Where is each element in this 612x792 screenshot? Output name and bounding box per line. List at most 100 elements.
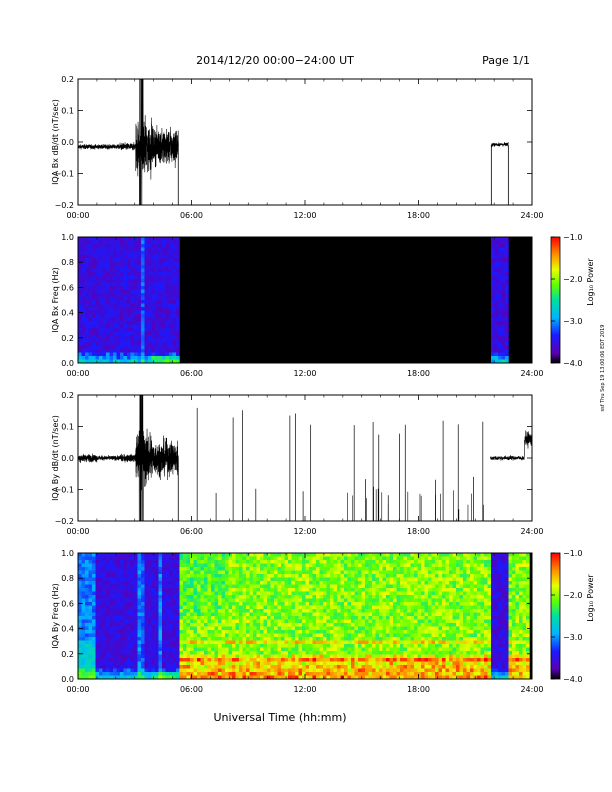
spectrogram-cell — [305, 574, 310, 578]
spectrogram-cell — [403, 577, 408, 582]
spectrogram-cell — [239, 616, 243, 620]
spectrogram-cell — [78, 303, 82, 308]
spectrogram-cell — [501, 237, 506, 241]
spectrogram-cell — [410, 651, 415, 655]
spectrogram-cell — [85, 609, 89, 613]
spectrogram-cell — [323, 567, 327, 571]
spectrogram-cell — [323, 577, 327, 582]
spectrogram-cell — [144, 282, 149, 287]
spectrogram-cell — [312, 661, 317, 666]
spectrogram-cell — [183, 591, 187, 596]
spectrogram-cell — [120, 258, 124, 262]
spectrogram-cell — [319, 623, 324, 627]
spectrogram-cell — [414, 591, 418, 596]
spectrogram-cell — [169, 352, 173, 357]
spectrogram-cell — [169, 654, 173, 659]
spectrogram-cell — [102, 563, 107, 568]
spectrogram-cell — [400, 567, 404, 571]
spectrogram-cell — [354, 616, 359, 620]
spectrogram-cell — [183, 556, 187, 561]
spectrogram-cell — [284, 563, 289, 568]
spectrogram-cell — [319, 626, 324, 631]
spectrogram-cell — [162, 560, 166, 564]
spectrogram-cell — [288, 661, 292, 666]
spectrogram-cell — [347, 570, 352, 575]
spectrogram-cell — [505, 359, 509, 364]
spectrogram-cell — [386, 563, 390, 568]
spectrogram-cell — [204, 644, 208, 648]
spectrogram-cell — [130, 331, 135, 336]
spectrogram-cell — [197, 658, 201, 662]
spectrogram-cell — [333, 623, 338, 627]
spectrogram-cell — [106, 359, 110, 364]
spectrogram-cell — [235, 640, 240, 645]
spectrogram-cell — [358, 633, 362, 638]
spectrogram-cell — [393, 574, 397, 578]
spectrogram-cell — [239, 668, 243, 673]
spectrogram-cell — [95, 352, 100, 357]
spectrogram-cell — [127, 247, 131, 252]
spectrogram-cell — [158, 335, 163, 339]
spectrogram-cell — [393, 581, 397, 585]
spectrogram-cell — [389, 640, 394, 645]
spectrogram-cell — [85, 310, 89, 315]
spectrogram-cell — [396, 595, 401, 599]
spectrogram-cell — [169, 328, 173, 332]
spectrogram-cell — [501, 307, 506, 311]
spectrogram-cell — [277, 595, 282, 599]
spectrogram-cell — [298, 616, 303, 620]
spectrogram-cell — [95, 342, 100, 346]
spectrogram-cell — [337, 584, 341, 589]
spectrogram-cell — [386, 651, 390, 655]
spectrogram-cell — [291, 661, 296, 666]
spectrogram-cell — [123, 556, 128, 561]
spectrogram-cell — [305, 647, 310, 652]
y-tick-label: 0.6 — [61, 283, 74, 292]
spectrogram-cell — [92, 303, 96, 308]
spectrogram-cell — [239, 581, 243, 585]
spectrogram-cell — [81, 275, 86, 280]
spectrogram-cell — [228, 584, 233, 589]
spectrogram-cell — [106, 654, 110, 659]
spectrogram-cell — [151, 563, 156, 568]
spectrogram-cell — [305, 651, 310, 655]
spectrogram-cell — [176, 310, 180, 315]
spectrogram-cell — [491, 251, 495, 255]
spectrogram-cell — [141, 328, 145, 332]
spectrogram-cell — [291, 574, 296, 578]
spectrogram-cell — [491, 310, 495, 315]
spectrogram-cell — [123, 335, 128, 339]
spectrogram-cell — [340, 658, 345, 662]
spectrogram-cell — [375, 675, 380, 680]
spectrogram-cell — [260, 556, 264, 561]
spectrogram-cell — [263, 647, 268, 652]
spectrogram-cell — [305, 598, 310, 603]
spectrogram-cell — [372, 605, 376, 610]
spectrogram-cell — [204, 640, 208, 645]
spectrogram-cell — [337, 574, 341, 578]
spectrogram-cell — [85, 331, 89, 336]
spectrogram-cell — [281, 567, 285, 571]
spectrogram-cell — [130, 633, 135, 638]
spectrogram-cell — [169, 303, 173, 308]
spectrogram-cell — [134, 553, 138, 557]
spectrogram-cell — [414, 581, 418, 585]
spectrogram-cell — [85, 612, 89, 617]
spectrogram-cell — [176, 616, 180, 620]
spectrogram-cell — [144, 352, 149, 357]
spectrogram-cell — [116, 310, 121, 315]
spectrogram-cell — [165, 574, 170, 578]
spectrogram-cell — [144, 595, 149, 599]
spectrogram-cell — [410, 560, 415, 564]
spectrogram-cell — [141, 560, 145, 564]
spectrogram-cell — [120, 644, 124, 648]
spectrogram-cell — [312, 616, 317, 620]
spectrogram-cell — [134, 675, 138, 680]
spectrogram-cell — [323, 647, 327, 652]
spectrogram-cell — [260, 574, 264, 578]
spectrogram-cell — [155, 602, 159, 606]
spectrogram-cell — [151, 296, 156, 301]
spectrogram-cell — [225, 672, 229, 676]
spectrogram-cell — [319, 584, 324, 589]
spectrogram-cell — [151, 661, 156, 666]
